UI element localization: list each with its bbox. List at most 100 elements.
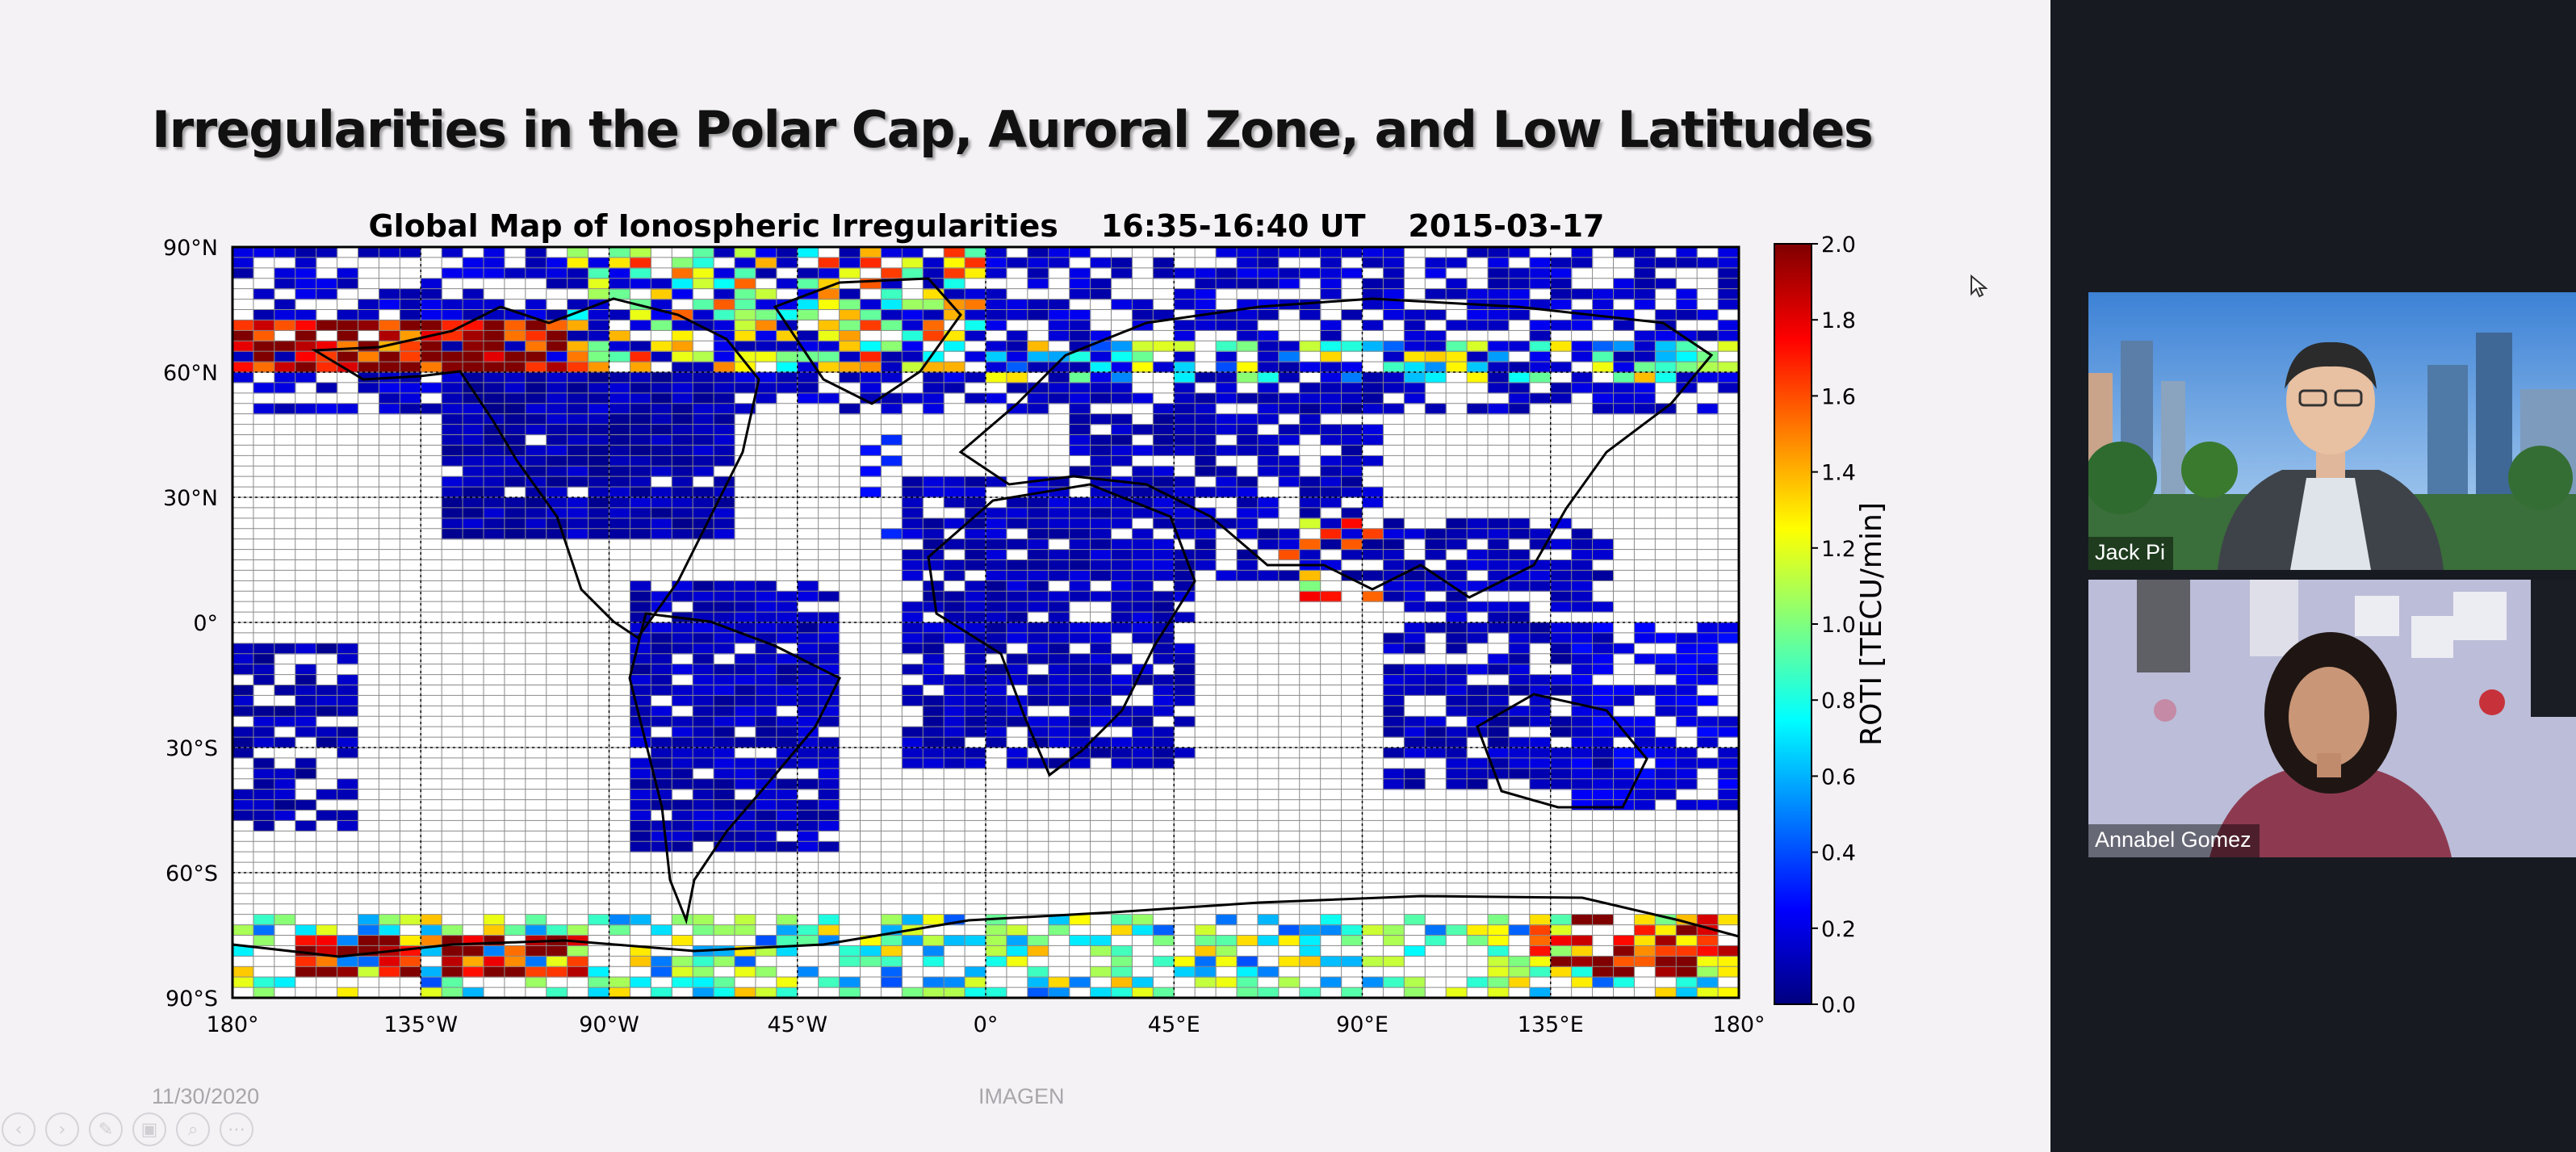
more-options-button[interactable]: ⋯ xyxy=(220,1112,253,1146)
roti-cell xyxy=(986,695,1007,706)
roti-cell xyxy=(1446,559,1468,572)
roti-cell xyxy=(755,382,777,394)
roti-cell xyxy=(944,372,965,383)
roti-cell xyxy=(1111,517,1133,530)
roti-cell xyxy=(1467,372,1489,383)
roti-cell xyxy=(1027,653,1049,665)
roti-cell xyxy=(1278,570,1301,581)
roti-cell xyxy=(1006,653,1028,665)
roti-cell xyxy=(1320,403,1342,415)
slides-overview-button[interactable]: ▣ xyxy=(132,1112,166,1146)
roti-cell xyxy=(1697,309,1719,321)
roti-cell xyxy=(1153,257,1175,269)
roti-cell xyxy=(1446,351,1468,362)
roti-cell xyxy=(986,685,1007,697)
roti-cell xyxy=(672,737,693,748)
roti-cell xyxy=(1027,987,1049,999)
roti-cell xyxy=(1425,372,1447,383)
roti-cell xyxy=(1613,945,1636,957)
participant-tile-jack-pi[interactable]: Jack Pi xyxy=(2088,292,2576,570)
roti-cell xyxy=(1508,966,1531,978)
roti-cell xyxy=(1404,372,1426,383)
roti-cell xyxy=(1320,351,1342,362)
roti-cell xyxy=(1090,507,1112,519)
roti-cell xyxy=(567,476,589,488)
roti-cell xyxy=(609,267,631,279)
roti-cell xyxy=(944,748,965,759)
roti-cell xyxy=(1320,591,1342,602)
roti-cell xyxy=(986,601,1007,613)
roti-cell xyxy=(1446,778,1468,790)
roti-cell xyxy=(525,413,547,425)
roti-cell xyxy=(1508,392,1531,404)
roti-cell xyxy=(1425,727,1447,738)
roti-cell xyxy=(1571,727,1594,738)
roti-cell xyxy=(714,351,735,362)
roti-cell xyxy=(1404,737,1426,748)
roti-cell xyxy=(1488,559,1510,572)
roti-cell xyxy=(672,330,693,341)
roti-cell xyxy=(1257,362,1280,373)
roti-cell xyxy=(1069,434,1091,446)
roti-cell xyxy=(881,392,903,404)
roti-cell xyxy=(1529,685,1552,697)
roti-cell xyxy=(1508,768,1531,780)
pen-tool-button[interactable]: ✎ xyxy=(89,1112,123,1146)
roti-cell xyxy=(902,632,924,644)
roti-cell xyxy=(1488,382,1510,394)
roti-cell xyxy=(1216,382,1238,394)
roti-cell xyxy=(1529,924,1552,936)
roti-cell xyxy=(630,455,651,467)
roti-cell xyxy=(1320,362,1342,373)
roti-cell xyxy=(1383,351,1405,362)
roti-cell xyxy=(672,810,693,822)
roti-cell xyxy=(1132,706,1154,717)
roti-cell xyxy=(253,987,275,999)
roti-cell xyxy=(1446,622,1468,634)
roti-cell xyxy=(1508,737,1531,748)
roti-cell xyxy=(1383,674,1405,686)
roti-cell xyxy=(337,267,359,279)
roti-cell xyxy=(1550,643,1573,655)
roti-cell xyxy=(609,517,631,530)
roti-cell xyxy=(1550,392,1573,404)
roti-cell xyxy=(567,247,589,258)
roti-cell xyxy=(693,455,714,467)
roti-cell xyxy=(902,748,924,759)
roti-cell xyxy=(651,706,672,717)
roti-cell xyxy=(1404,748,1426,759)
zoom-button[interactable]: ⌕ xyxy=(176,1112,210,1146)
next-slide-button[interactable]: › xyxy=(45,1112,79,1146)
roti-cell xyxy=(1027,966,1049,978)
roti-cell xyxy=(1237,987,1259,999)
roti-cell xyxy=(1111,956,1133,967)
roti-cell xyxy=(1550,570,1573,581)
participant-tile-annabel-gomez[interactable]: Annabel Gomez xyxy=(2088,580,2576,857)
roti-cell xyxy=(1090,330,1112,341)
roti-cell xyxy=(567,299,589,311)
roti-cell xyxy=(630,737,651,748)
roti-cell xyxy=(1237,309,1259,321)
roti-cell xyxy=(839,977,861,988)
participant-video-2 xyxy=(2088,580,2576,857)
video-call-panel: Jack Pi Annabel Gomez xyxy=(2050,0,2576,1152)
roti-cell xyxy=(546,267,568,279)
roti-cell xyxy=(923,956,945,967)
roti-cell xyxy=(630,727,651,738)
x-tick-label: 180° xyxy=(206,1012,258,1037)
roti-cell xyxy=(1257,247,1280,258)
roti-cell xyxy=(316,956,338,967)
roti-cell xyxy=(1069,362,1091,373)
roti-cell xyxy=(1153,695,1175,706)
roti-cell xyxy=(1655,966,1677,978)
roti-cell xyxy=(546,956,568,967)
roti-cell xyxy=(651,748,672,759)
roti-cell xyxy=(316,278,338,290)
roti-cell xyxy=(253,914,275,926)
roti-cell xyxy=(1592,768,1615,780)
roti-cell xyxy=(755,966,777,978)
previous-slide-button[interactable]: ‹ xyxy=(2,1112,36,1146)
roti-cell xyxy=(714,685,735,697)
roti-cell xyxy=(755,737,777,748)
roti-cell xyxy=(1299,945,1322,957)
